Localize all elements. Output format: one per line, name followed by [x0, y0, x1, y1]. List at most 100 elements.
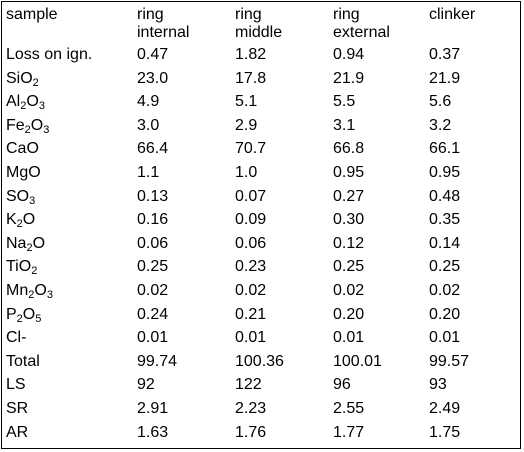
- cell-ring-external: 0.94: [333, 46, 365, 63]
- cell-clinker: 0.37: [429, 46, 461, 63]
- row-label: TiO2: [6, 258, 137, 282]
- table-row: TiO2 0.25 0.23 0.25 0.25: [6, 258, 509, 282]
- cell-ring-middle: 2.23: [235, 399, 267, 417]
- cell-ring-external: 0.12: [333, 234, 365, 252]
- cell-clinker: 1.75: [429, 423, 461, 441]
- cell-ring-middle: 0.21: [235, 305, 267, 323]
- header-sample: sample: [6, 6, 137, 46]
- cell-ring-internal: 0.24: [137, 305, 169, 323]
- cell-clinker: 0.25: [429, 258, 461, 276]
- row-label: P2O5: [6, 306, 137, 330]
- cell-ring-external: 0.95: [333, 163, 365, 181]
- formula-subscript: 5: [35, 312, 42, 325]
- formula-subscript: 3: [46, 288, 53, 301]
- cell-ring-internal: 23.0: [137, 69, 169, 87]
- cell-ring-external: 3.1: [333, 116, 356, 134]
- formula-part: SO: [6, 187, 30, 205]
- formula-part: O: [22, 211, 36, 229]
- cell-ring-internal: 0.16: [137, 211, 169, 229]
- row-label: Cl-: [6, 329, 27, 347]
- table-row: Fe2O3 3.0 2.9 3.1 3.2: [6, 117, 509, 141]
- row-label: Total: [6, 352, 40, 370]
- cell-clinker: 0.01: [429, 329, 461, 347]
- header-ring-internal-line1: ring: [137, 6, 164, 23]
- cell-ring-internal: 4.9: [137, 93, 160, 111]
- cell-ring-internal: 3.0: [137, 116, 160, 134]
- formula-part: O: [30, 116, 44, 134]
- header-ring-internal: ring internal: [137, 6, 235, 46]
- header-ring-external-line1: ring: [333, 6, 360, 23]
- header-clinker-label: clinker: [429, 6, 476, 23]
- table-row: LS 92 122 96 93: [6, 376, 509, 400]
- formula-subscript: 3: [29, 194, 36, 207]
- row-label: SiO2: [6, 70, 137, 94]
- table-row: MgO 1.1 1.0 0.95 0.95: [6, 164, 509, 188]
- table-row: Al2O3 4.9 5.1 5.5 5.6: [6, 93, 509, 117]
- cell-ring-internal: 2.91: [137, 399, 169, 417]
- cell-ring-middle: 0.23: [235, 258, 267, 276]
- row-label: Loss on ign.: [6, 46, 93, 63]
- table-row: K2O 0.16 0.09 0.30 0.35: [6, 211, 509, 235]
- table-row: SR 2.91 2.23 2.55 2.49: [6, 400, 509, 424]
- cell-clinker: 66.1: [429, 140, 461, 158]
- cell-clinker: 0.02: [429, 281, 461, 299]
- cell-ring-external: 5.5: [333, 93, 356, 111]
- cell-ring-external: 0.02: [333, 281, 365, 299]
- formula-part: K: [6, 211, 17, 229]
- cell-ring-internal: 92: [137, 376, 155, 394]
- table-row: Mn2O3 0.02 0.02 0.02 0.02: [6, 282, 509, 306]
- cell-ring-middle: 1.82: [235, 46, 267, 63]
- header-clinker: clinker: [429, 6, 509, 46]
- cell-ring-middle: 0.06: [235, 234, 267, 252]
- row-label: K2O: [6, 211, 137, 235]
- header-sample-label: sample: [6, 6, 58, 23]
- table-row: Total 99.74 100.36 100.01 99.57: [6, 353, 509, 377]
- composition-table: sample ring internal ring middle ring ex…: [6, 6, 509, 447]
- cell-ring-internal: 0.01: [137, 329, 169, 347]
- cell-ring-internal: 0.02: [137, 281, 169, 299]
- cell-ring-internal: 1.63: [137, 423, 169, 441]
- formula-part: O: [34, 281, 47, 299]
- cell-ring-internal: 0.06: [137, 234, 169, 252]
- row-label: Fe2O3: [6, 117, 137, 141]
- formula-part: P: [6, 305, 17, 323]
- formula-subscript: 3: [43, 123, 50, 136]
- formula-subscript: 2: [28, 288, 35, 301]
- cell-clinker: 99.57: [429, 352, 470, 370]
- row-label: SO3: [6, 188, 137, 212]
- formula-part: SiO: [6, 69, 33, 87]
- cell-ring-middle: 0.07: [235, 187, 267, 205]
- table-row: SiO2 23.0 17.8 21.9 21.9: [6, 70, 509, 94]
- header-ring-middle-line2: middle: [235, 24, 283, 41]
- cell-ring-external: 66.8: [333, 140, 365, 158]
- table-row: SO3 0.13 0.07 0.27 0.48: [6, 188, 509, 212]
- cell-clinker: 2.49: [429, 399, 461, 417]
- cell-clinker: 0.95: [429, 163, 461, 181]
- formula-part: Fe: [6, 116, 25, 134]
- row-label: AR: [6, 423, 29, 441]
- cell-ring-external: 96: [333, 376, 351, 394]
- header-ring-external: ring external: [333, 6, 429, 46]
- cell-ring-middle: 100.36: [235, 352, 284, 370]
- table-row: AR 1.63 1.76 1.77 1.75: [6, 424, 509, 448]
- cell-ring-external: 0.30: [333, 211, 365, 229]
- row-label: LS: [6, 376, 26, 394]
- header-ring-middle: ring middle: [235, 6, 333, 46]
- header-ring-external-line2: external: [333, 24, 390, 41]
- cell-clinker: 0.35: [429, 211, 461, 229]
- formula-subscript: 2: [26, 241, 33, 254]
- cell-ring-middle: 0.01: [235, 329, 267, 347]
- header-ring-internal-line2: internal: [137, 24, 190, 41]
- cell-ring-external: 2.55: [333, 399, 365, 417]
- formula-part: Na: [6, 234, 27, 252]
- header-row: sample ring internal ring middle ring ex…: [6, 6, 509, 46]
- cell-ring-external: 0.27: [333, 187, 365, 205]
- table-row: Cl- 0.01 0.01 0.01 0.01: [6, 329, 509, 353]
- cell-clinker: 0.14: [429, 234, 461, 252]
- cell-clinker: 0.48: [429, 187, 461, 205]
- row-label: CaO: [6, 140, 39, 158]
- cell-clinker: 0.20: [429, 305, 461, 323]
- cell-ring-middle: 2.9: [235, 116, 258, 134]
- formula-subscript: 2: [32, 76, 39, 89]
